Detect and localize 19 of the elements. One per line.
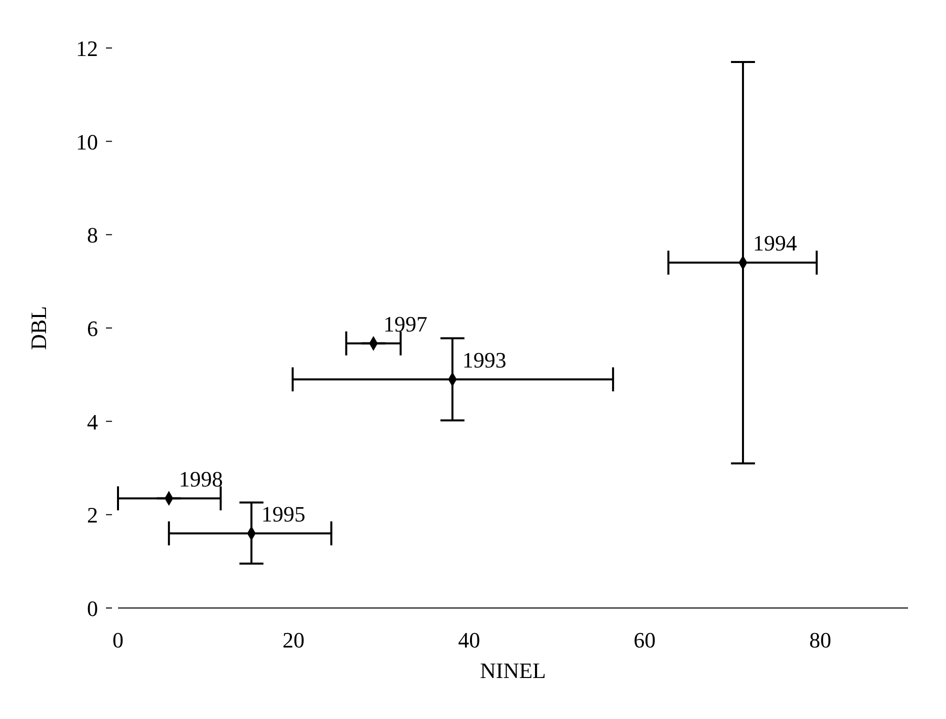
y-tick-label: 4: [87, 409, 98, 434]
annotation: 1994: [752, 230, 797, 256]
annotation: 1998: [178, 466, 223, 492]
y-tick-label: 10: [76, 129, 98, 154]
y-tick-label: 12: [76, 36, 98, 61]
x-tick-label: 60: [634, 628, 656, 653]
y-tick-label: 6: [87, 316, 98, 341]
x-tick-label: 40: [458, 628, 480, 653]
y-tick-label: 0: [87, 596, 98, 621]
x-axis-title: NINEL: [480, 658, 546, 683]
annotation: 1993: [462, 347, 506, 372]
y-tick-label: 2: [87, 502, 98, 528]
x-tick-label: 0: [112, 628, 124, 653]
y-axis-title: DBL: [26, 306, 51, 350]
annotation: 1997: [383, 311, 428, 336]
x-tick-label: 80: [809, 628, 832, 653]
annotation: 1995: [261, 501, 306, 526]
y-tick-label: 8: [87, 222, 98, 248]
x-tick-label: 20: [282, 628, 305, 653]
